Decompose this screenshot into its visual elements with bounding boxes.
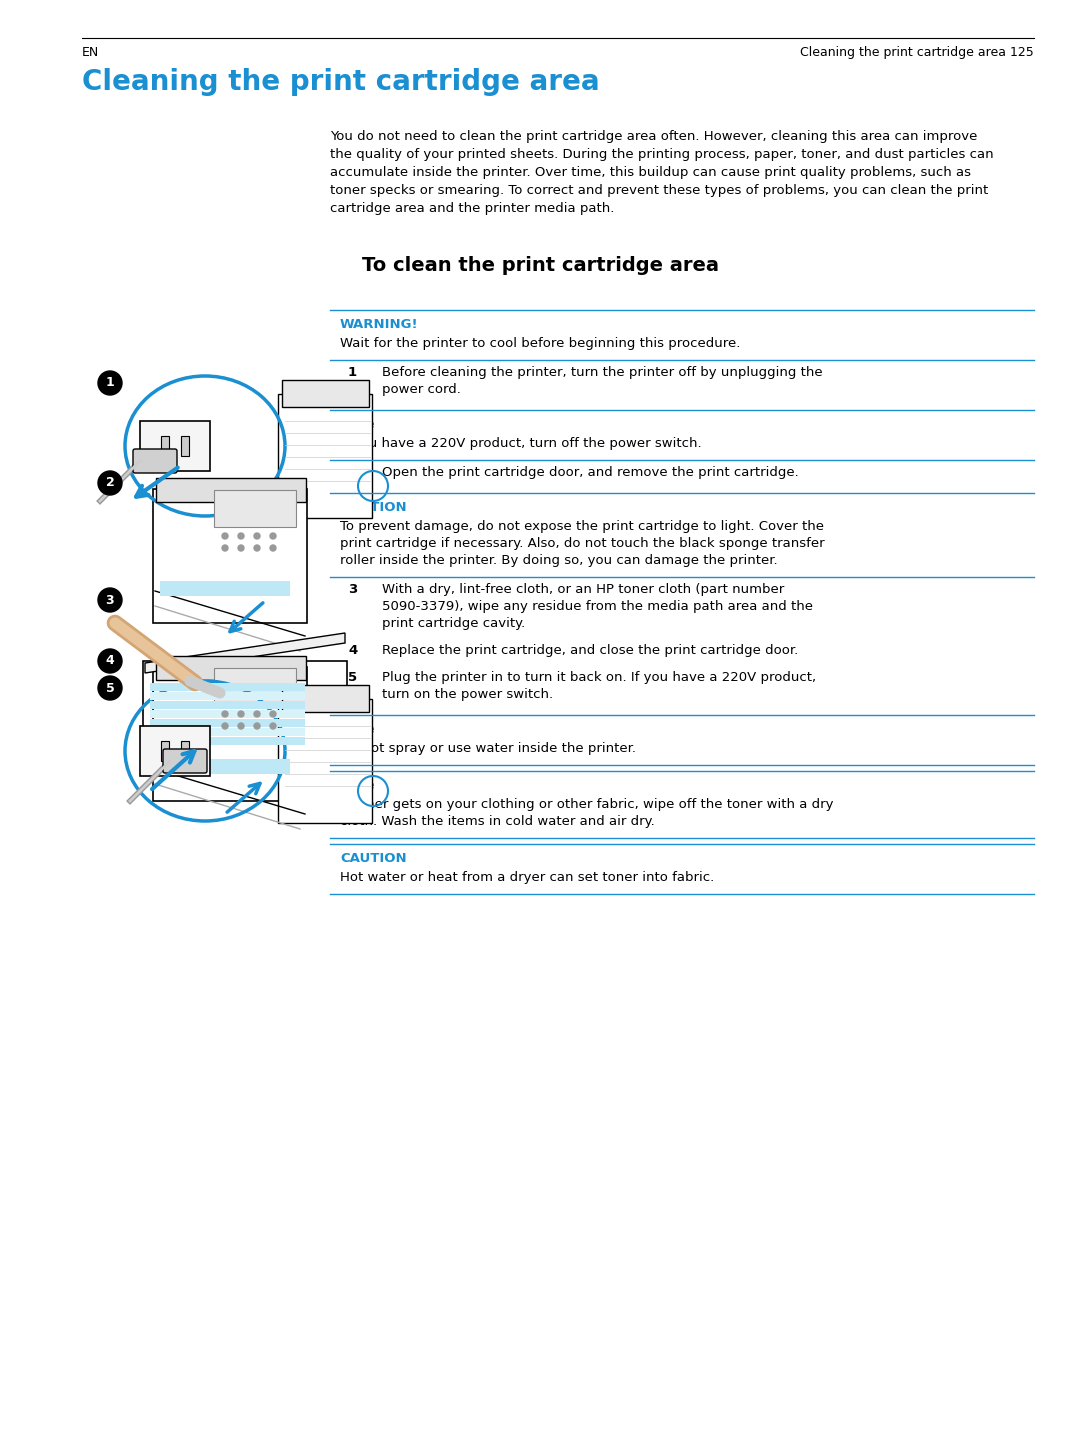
Text: With a dry, lint-free cloth, or an HP toner cloth (part number: With a dry, lint-free cloth, or an HP to… (382, 582, 784, 595)
Text: 1: 1 (106, 377, 114, 390)
Text: CAUTION: CAUTION (340, 500, 407, 513)
Circle shape (270, 545, 276, 551)
FancyBboxPatch shape (160, 581, 291, 595)
Circle shape (98, 649, 122, 673)
Circle shape (98, 676, 122, 700)
Text: CAUTION: CAUTION (340, 851, 407, 866)
Text: cloth. Wash the items in cold water and air dry.: cloth. Wash the items in cold water and … (340, 815, 654, 828)
Text: 4: 4 (348, 644, 357, 657)
Text: Note: Note (340, 779, 376, 792)
Text: Note: Note (340, 418, 376, 431)
FancyBboxPatch shape (214, 669, 296, 705)
Text: Open the print cartridge door, and remove the print cartridge.: Open the print cartridge door, and remov… (382, 466, 799, 479)
Circle shape (270, 710, 276, 718)
FancyBboxPatch shape (140, 421, 210, 472)
FancyBboxPatch shape (150, 719, 305, 728)
Text: Cleaning the print cartridge area 125: Cleaning the print cartridge area 125 (800, 46, 1034, 59)
Circle shape (254, 545, 260, 551)
Circle shape (98, 371, 122, 395)
Text: Plug the printer in to turn it back on. If you have a 220V product,: Plug the printer in to turn it back on. … (382, 672, 816, 684)
FancyBboxPatch shape (150, 728, 305, 736)
FancyBboxPatch shape (133, 449, 177, 473)
Text: To clean the print cartridge area: To clean the print cartridge area (362, 256, 718, 275)
FancyBboxPatch shape (161, 741, 168, 761)
Text: You do not need to clean the print cartridge area often. However, cleaning this : You do not need to clean the print cartr… (330, 129, 977, 142)
Circle shape (222, 545, 228, 551)
Text: If you have a 220V product, turn off the power switch.: If you have a 220V product, turn off the… (340, 437, 702, 450)
Text: power cord.: power cord. (382, 383, 461, 395)
Circle shape (270, 723, 276, 729)
FancyBboxPatch shape (161, 436, 168, 456)
FancyBboxPatch shape (278, 699, 372, 823)
Text: 3: 3 (106, 594, 114, 607)
Text: the quality of your printed sheets. During the printing process, paper, toner, a: the quality of your printed sheets. Duri… (330, 148, 994, 161)
Text: turn on the power switch.: turn on the power switch. (382, 687, 553, 700)
Text: Wait for the printer to cool before beginning this procedure.: Wait for the printer to cool before begi… (340, 336, 741, 349)
Text: 2: 2 (106, 476, 114, 489)
FancyBboxPatch shape (282, 380, 369, 407)
FancyBboxPatch shape (156, 477, 306, 502)
FancyBboxPatch shape (143, 661, 347, 745)
FancyBboxPatch shape (160, 759, 291, 774)
Text: toner specks or smearing. To correct and prevent these types of problems, you ca: toner specks or smearing. To correct and… (330, 184, 988, 197)
Circle shape (222, 533, 228, 539)
FancyBboxPatch shape (140, 726, 210, 777)
Text: print cartridge cavity.: print cartridge cavity. (382, 617, 525, 630)
Circle shape (222, 710, 228, 718)
Text: 2: 2 (348, 466, 357, 479)
Circle shape (98, 588, 122, 613)
Polygon shape (145, 633, 345, 673)
Text: To prevent damage, do not expose the print cartridge to light. Cover the: To prevent damage, do not expose the pri… (340, 521, 824, 533)
Text: Cleaning the print cartridge area: Cleaning the print cartridge area (82, 68, 599, 96)
FancyBboxPatch shape (150, 692, 305, 700)
Text: Note: Note (340, 723, 376, 736)
Text: EN: EN (82, 46, 99, 59)
Circle shape (238, 545, 244, 551)
Text: 3: 3 (348, 582, 357, 595)
Circle shape (254, 723, 260, 729)
FancyBboxPatch shape (156, 656, 306, 680)
FancyBboxPatch shape (282, 684, 369, 712)
FancyBboxPatch shape (181, 741, 189, 761)
FancyBboxPatch shape (214, 490, 296, 526)
Circle shape (98, 472, 122, 495)
FancyBboxPatch shape (150, 683, 305, 692)
Text: Replace the print cartridge, and close the print cartridge door.: Replace the print cartridge, and close t… (382, 644, 798, 657)
Text: 5090-3379), wipe any residue from the media path area and the: 5090-3379), wipe any residue from the me… (382, 600, 813, 613)
Text: Do not spray or use water inside the printer.: Do not spray or use water inside the pri… (340, 742, 636, 755)
FancyBboxPatch shape (150, 710, 305, 718)
Text: Before cleaning the printer, turn the printer off by unplugging the: Before cleaning the printer, turn the pr… (382, 367, 823, 380)
Text: accumulate inside the printer. Over time, this buildup can cause print quality p: accumulate inside the printer. Over time… (330, 165, 971, 178)
Circle shape (238, 710, 244, 718)
Text: 5: 5 (106, 682, 114, 695)
Text: 1: 1 (348, 367, 357, 380)
Text: 5: 5 (348, 672, 357, 684)
Text: 4: 4 (106, 654, 114, 667)
Circle shape (222, 723, 228, 729)
Text: print cartridge if necessary. Also, do not touch the black sponge transfer: print cartridge if necessary. Also, do n… (340, 536, 825, 549)
Text: WARNING!: WARNING! (340, 318, 419, 331)
Circle shape (254, 710, 260, 718)
Text: If toner gets on your clothing or other fabric, wipe off the toner with a dry: If toner gets on your clothing or other … (340, 798, 834, 811)
Circle shape (254, 533, 260, 539)
FancyBboxPatch shape (181, 436, 189, 456)
Circle shape (238, 533, 244, 539)
FancyBboxPatch shape (278, 394, 372, 518)
Circle shape (270, 533, 276, 539)
Text: roller inside the printer. By doing so, you can damage the printer.: roller inside the printer. By doing so, … (340, 554, 778, 567)
FancyBboxPatch shape (163, 749, 207, 774)
FancyBboxPatch shape (150, 700, 305, 709)
Text: cartridge area and the printer media path.: cartridge area and the printer media pat… (330, 201, 615, 216)
FancyBboxPatch shape (153, 489, 307, 623)
FancyBboxPatch shape (153, 667, 307, 801)
Circle shape (238, 723, 244, 729)
FancyBboxPatch shape (150, 738, 305, 745)
Text: Hot water or heat from a dryer can set toner into fabric.: Hot water or heat from a dryer can set t… (340, 871, 714, 884)
